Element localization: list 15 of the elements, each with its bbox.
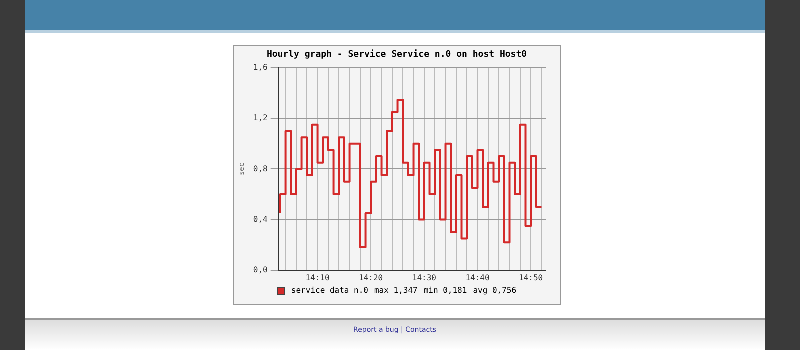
y-tick-label: 0,0 (253, 265, 268, 274)
text: avg 0,756 (473, 286, 517, 295)
y-tick-label: 0,4 (253, 214, 268, 224)
text: min 0,181 (424, 286, 468, 295)
legend-label: service data n.0 (291, 286, 368, 295)
x-tick-label: 14:40 (466, 273, 490, 282)
x-tick-label: 14:20 (359, 273, 384, 282)
y-tick-label: 1,2 (253, 114, 268, 123)
x-tick-label: 14:10 (306, 273, 330, 282)
x-tick-label: 14:50 (519, 273, 544, 282)
chart-title: Hourly graph - Service Service n.0 on host Host0 (266, 50, 528, 60)
y-tick-label: 1,6 (253, 63, 268, 72)
text: max 1,347 (374, 286, 418, 295)
y-tick-label: 0,8 (253, 164, 268, 174)
x-tick-label: 14:30 (412, 273, 437, 282)
